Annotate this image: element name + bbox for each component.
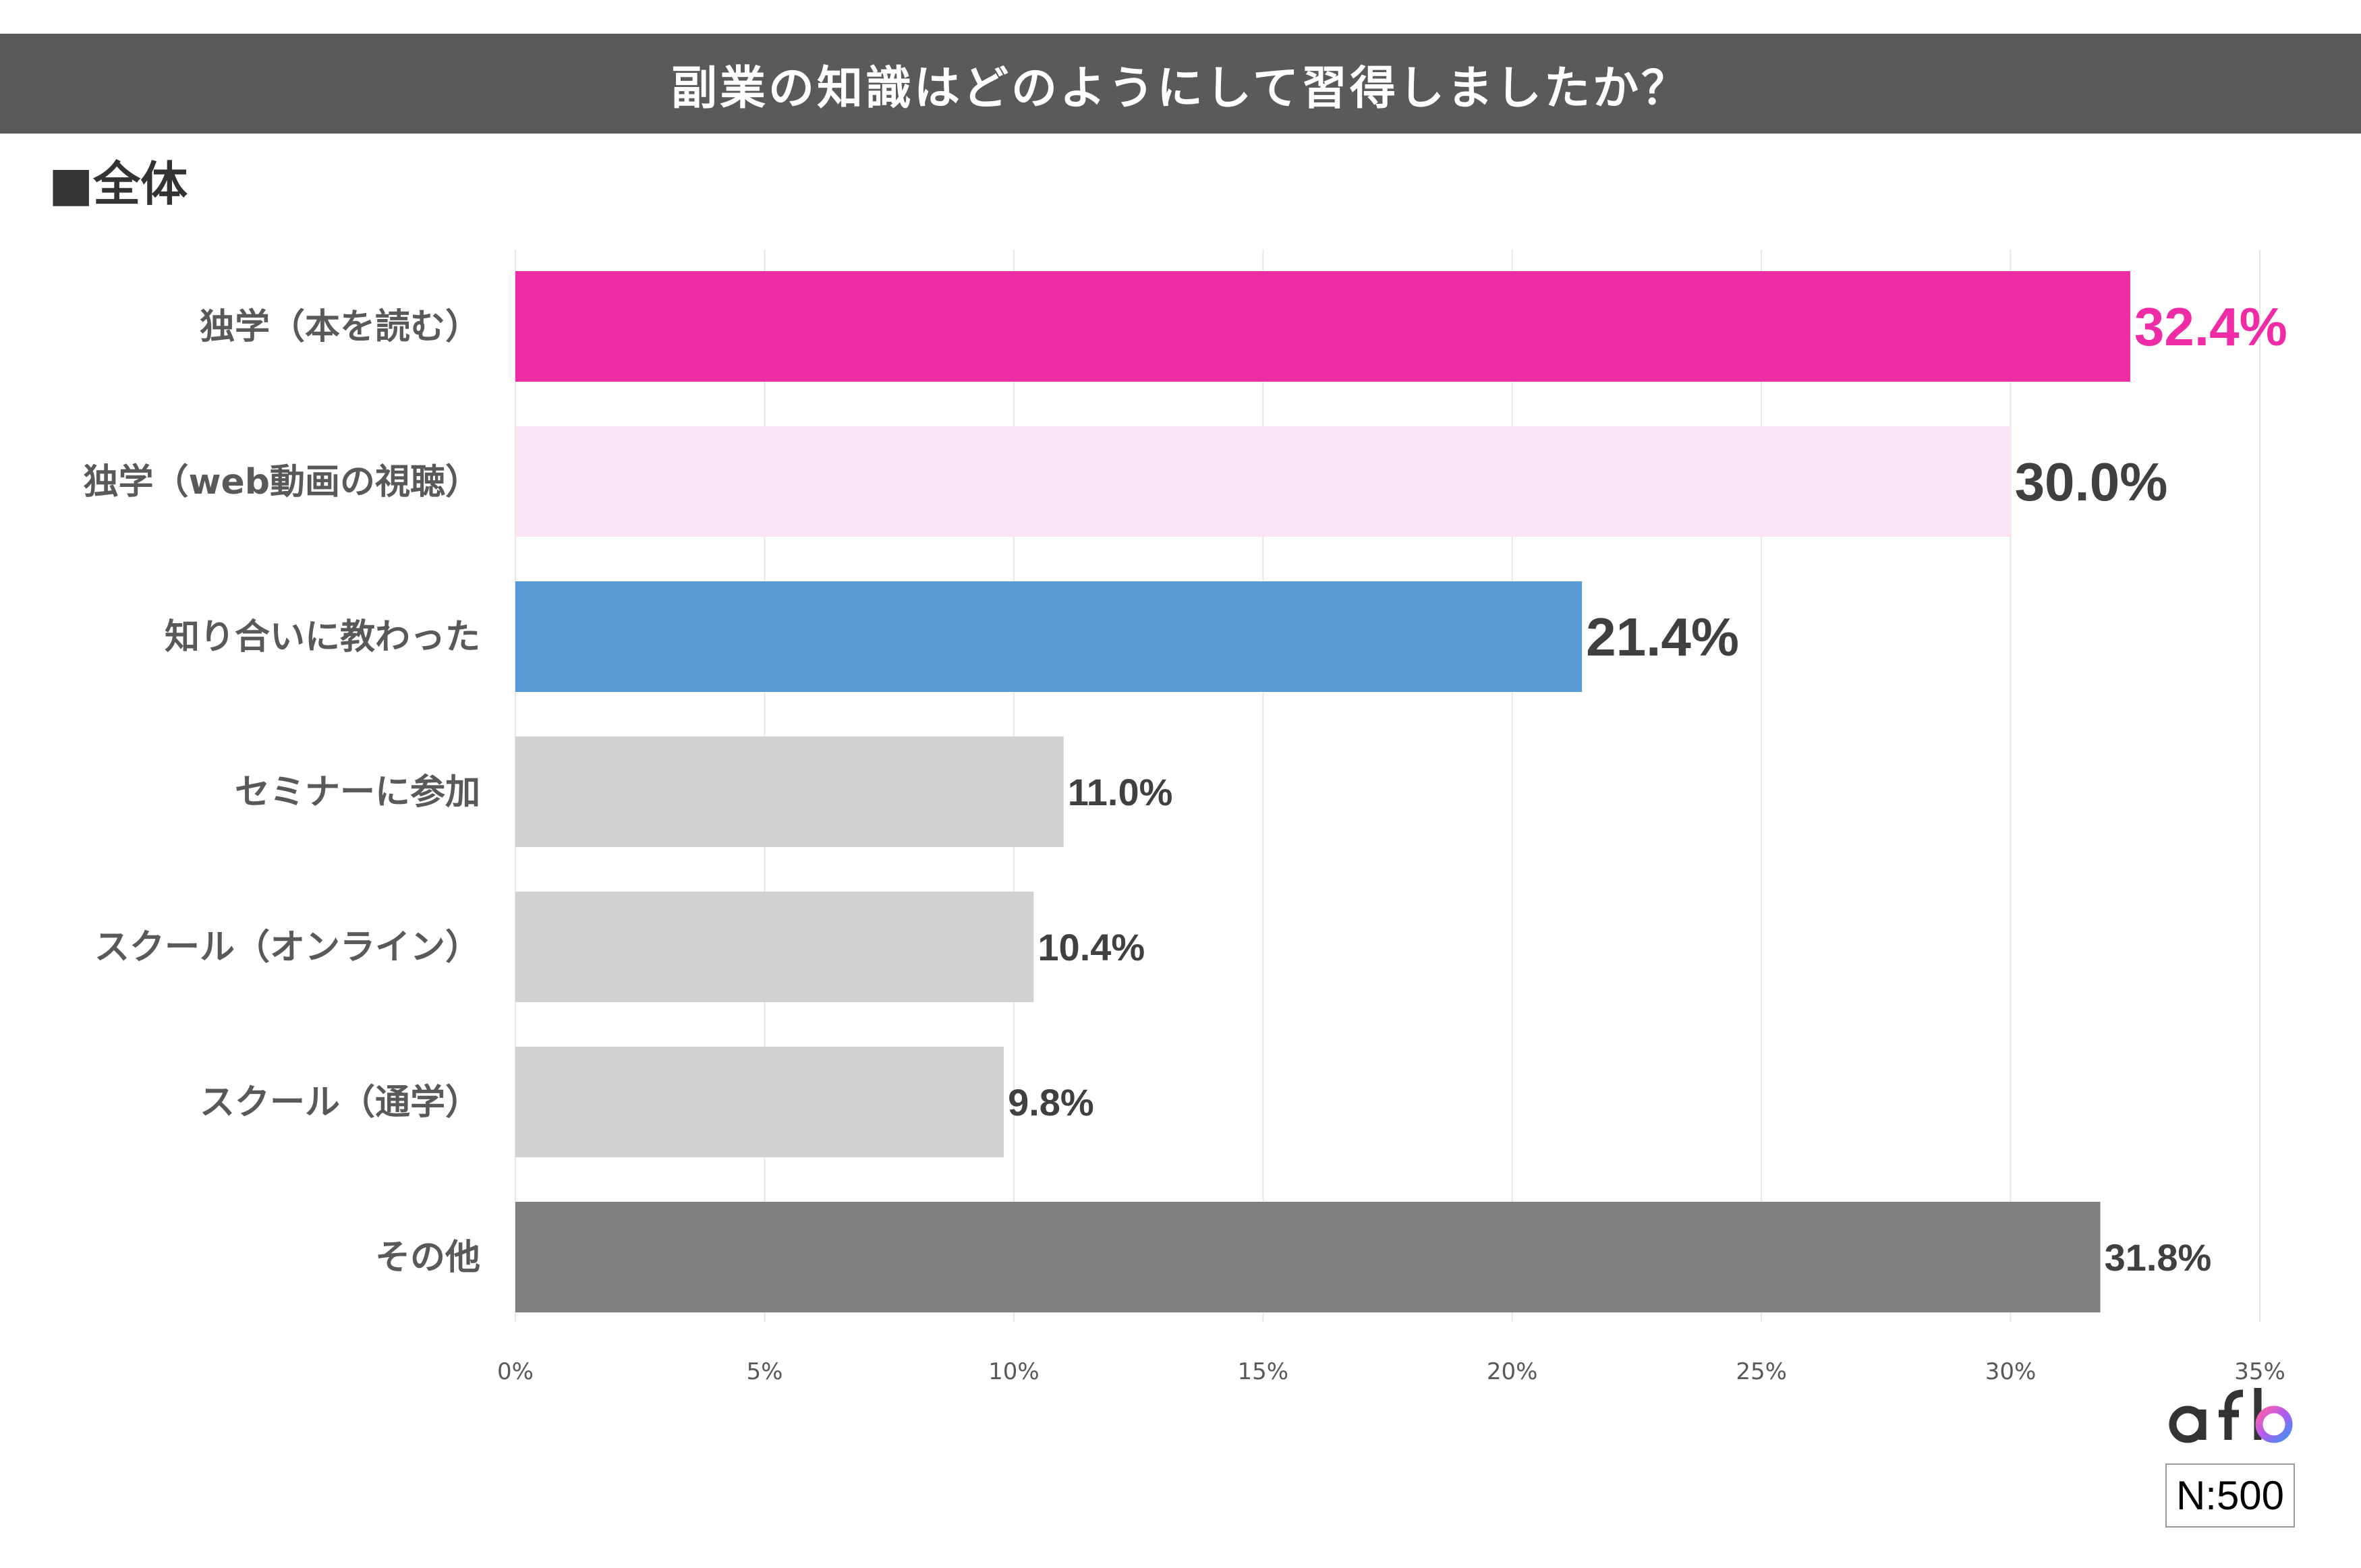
x-tick-label: 20% — [1487, 1358, 1538, 1385]
bar — [515, 1202, 2101, 1312]
data-label: 31.8% — [2105, 1236, 2212, 1279]
bar — [515, 271, 2130, 382]
category-label: その他 — [375, 1238, 480, 1278]
category-label: 独学（web動画の視聴） — [83, 462, 480, 502]
title-bar: 副業の知識はどのようにして習得しましたか？ — [0, 34, 2361, 134]
x-tick-label: 0% — [497, 1358, 534, 1385]
category-label: スクール（通学） — [200, 1082, 480, 1123]
bar — [515, 892, 1034, 1002]
bar — [515, 1047, 1004, 1157]
x-tick-label: 35% — [2234, 1358, 2285, 1385]
data-label: 9.8% — [1008, 1081, 1094, 1124]
data-label: 21.4% — [1586, 607, 1739, 667]
category-label: セミナーに参加 — [235, 772, 480, 813]
bar — [515, 581, 1583, 692]
category-label: 知り合いに教わった — [165, 617, 480, 658]
data-label: 30.0% — [2015, 452, 2168, 512]
category-label: 独学（本を読む） — [200, 307, 480, 347]
data-label: 10.4% — [1037, 926, 1145, 968]
x-tick-label: 15% — [1237, 1358, 1288, 1385]
data-label: 11.0% — [1068, 771, 1173, 813]
x-tick-label: 10% — [988, 1358, 1040, 1385]
bar — [515, 736, 1064, 847]
x-tick-label: 25% — [1736, 1358, 1787, 1385]
afb-logo-icon — [2169, 1388, 2293, 1443]
data-label: 32.4% — [2134, 297, 2287, 357]
category-label: スクール（オンライン） — [94, 927, 480, 968]
x-tick-label: 30% — [1985, 1358, 2037, 1385]
chart-subtitle: ■全体 — [49, 156, 188, 212]
bar — [515, 426, 2011, 537]
sample-size-box: N:500 — [2165, 1463, 2295, 1528]
chart-title: 副業の知識はどのようにして習得しましたか？ — [671, 61, 1690, 115]
x-tick-label: 5% — [746, 1358, 783, 1385]
